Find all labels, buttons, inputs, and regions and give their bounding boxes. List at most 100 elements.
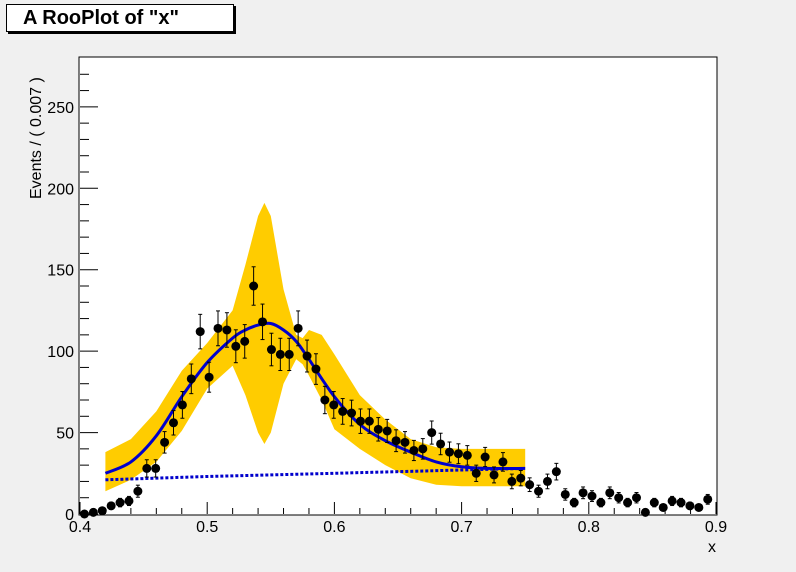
data-marker <box>453 449 463 459</box>
data-marker <box>587 491 597 501</box>
data-point <box>596 497 606 508</box>
data-point <box>614 492 624 504</box>
data-marker <box>516 473 526 483</box>
data-point <box>391 429 401 453</box>
data-marker <box>551 467 561 477</box>
data-point <box>160 431 170 454</box>
data-point <box>124 495 134 507</box>
data-marker <box>168 418 178 428</box>
data-point <box>213 310 223 347</box>
data-marker <box>240 336 250 346</box>
data-marker <box>462 450 472 460</box>
data-point <box>347 399 357 427</box>
data-point <box>249 266 259 306</box>
data-point <box>88 507 98 517</box>
data-point <box>106 501 116 511</box>
data-marker <box>685 501 695 511</box>
data-point <box>142 459 152 478</box>
data-marker <box>124 496 134 506</box>
x-tick-label: 0.8 <box>578 519 600 536</box>
data-point <box>623 497 633 508</box>
data-point <box>284 337 294 372</box>
data-marker <box>133 486 143 496</box>
y-tick-label: 50 <box>56 426 74 443</box>
data-marker <box>498 457 508 467</box>
data-point <box>436 432 446 456</box>
data-marker <box>195 327 205 337</box>
data-point <box>115 497 125 508</box>
y-tick-label: 250 <box>47 100 74 117</box>
data-point <box>427 420 437 445</box>
data-marker <box>605 488 615 498</box>
data-point <box>177 391 187 419</box>
data-marker <box>373 424 383 434</box>
data-marker <box>667 496 677 506</box>
data-marker <box>632 493 641 503</box>
data-point <box>462 445 472 466</box>
data-marker <box>311 364 321 374</box>
data-point <box>329 391 339 419</box>
data-marker <box>284 349 294 359</box>
data-point <box>560 488 570 501</box>
data-marker <box>249 281 259 291</box>
data-point <box>168 410 178 436</box>
data-marker <box>222 325 232 335</box>
x-tick-label: 0.6 <box>323 519 345 536</box>
data-point <box>480 446 490 468</box>
data-point <box>409 439 419 462</box>
data-marker <box>569 498 579 508</box>
data-point <box>569 497 579 508</box>
x-tick-label: 0.9 <box>705 519 727 536</box>
data-marker <box>88 507 98 517</box>
data-point <box>231 329 241 364</box>
data-point <box>587 490 597 502</box>
data-marker <box>623 498 633 508</box>
data-marker <box>347 408 357 418</box>
data-point <box>204 361 214 393</box>
data-marker <box>418 444 428 454</box>
data-marker <box>525 480 535 490</box>
data-points <box>79 266 713 519</box>
chart-title: A RooPlot of "x" <box>6 4 234 32</box>
data-marker <box>391 436 401 446</box>
data-marker <box>578 488 588 498</box>
fit-curve <box>104 321 526 475</box>
x-tick-label: 0.5 <box>196 519 218 536</box>
data-point <box>258 303 268 341</box>
data-point <box>658 502 668 512</box>
data-point <box>97 506 107 516</box>
data-marker <box>115 498 125 508</box>
data-point <box>676 497 686 508</box>
data-marker <box>293 323 303 333</box>
data-point <box>542 473 552 490</box>
data-point <box>338 398 348 425</box>
data-point <box>445 441 455 463</box>
data-point <box>685 501 695 511</box>
data-point <box>489 466 499 484</box>
data-marker <box>231 341 241 351</box>
data-point <box>382 418 392 444</box>
axes: 0.4 0.5 0.6 0.7 0.8 0.9 0 50 100 150 200 250 <box>47 73 727 536</box>
data-marker <box>471 468 481 478</box>
data-marker <box>649 498 659 508</box>
data-point <box>578 486 588 500</box>
data-marker <box>676 498 686 508</box>
y-axis-label: Events / ( 0.007 ) <box>28 77 45 199</box>
data-point <box>266 332 276 367</box>
error-band-area <box>105 202 526 492</box>
data-marker <box>480 452 490 462</box>
data-marker <box>640 507 650 517</box>
data-marker <box>507 476 517 486</box>
data-point <box>133 484 143 498</box>
data-point <box>498 452 508 472</box>
data-point <box>649 497 659 508</box>
data-point <box>694 502 704 512</box>
data-marker <box>106 501 116 511</box>
data-point <box>151 459 161 478</box>
data-marker <box>320 395 330 405</box>
data-marker <box>694 502 704 512</box>
data-point <box>302 339 312 373</box>
data-marker <box>427 428 437 438</box>
data-marker <box>204 372 214 382</box>
data-point <box>516 470 526 487</box>
